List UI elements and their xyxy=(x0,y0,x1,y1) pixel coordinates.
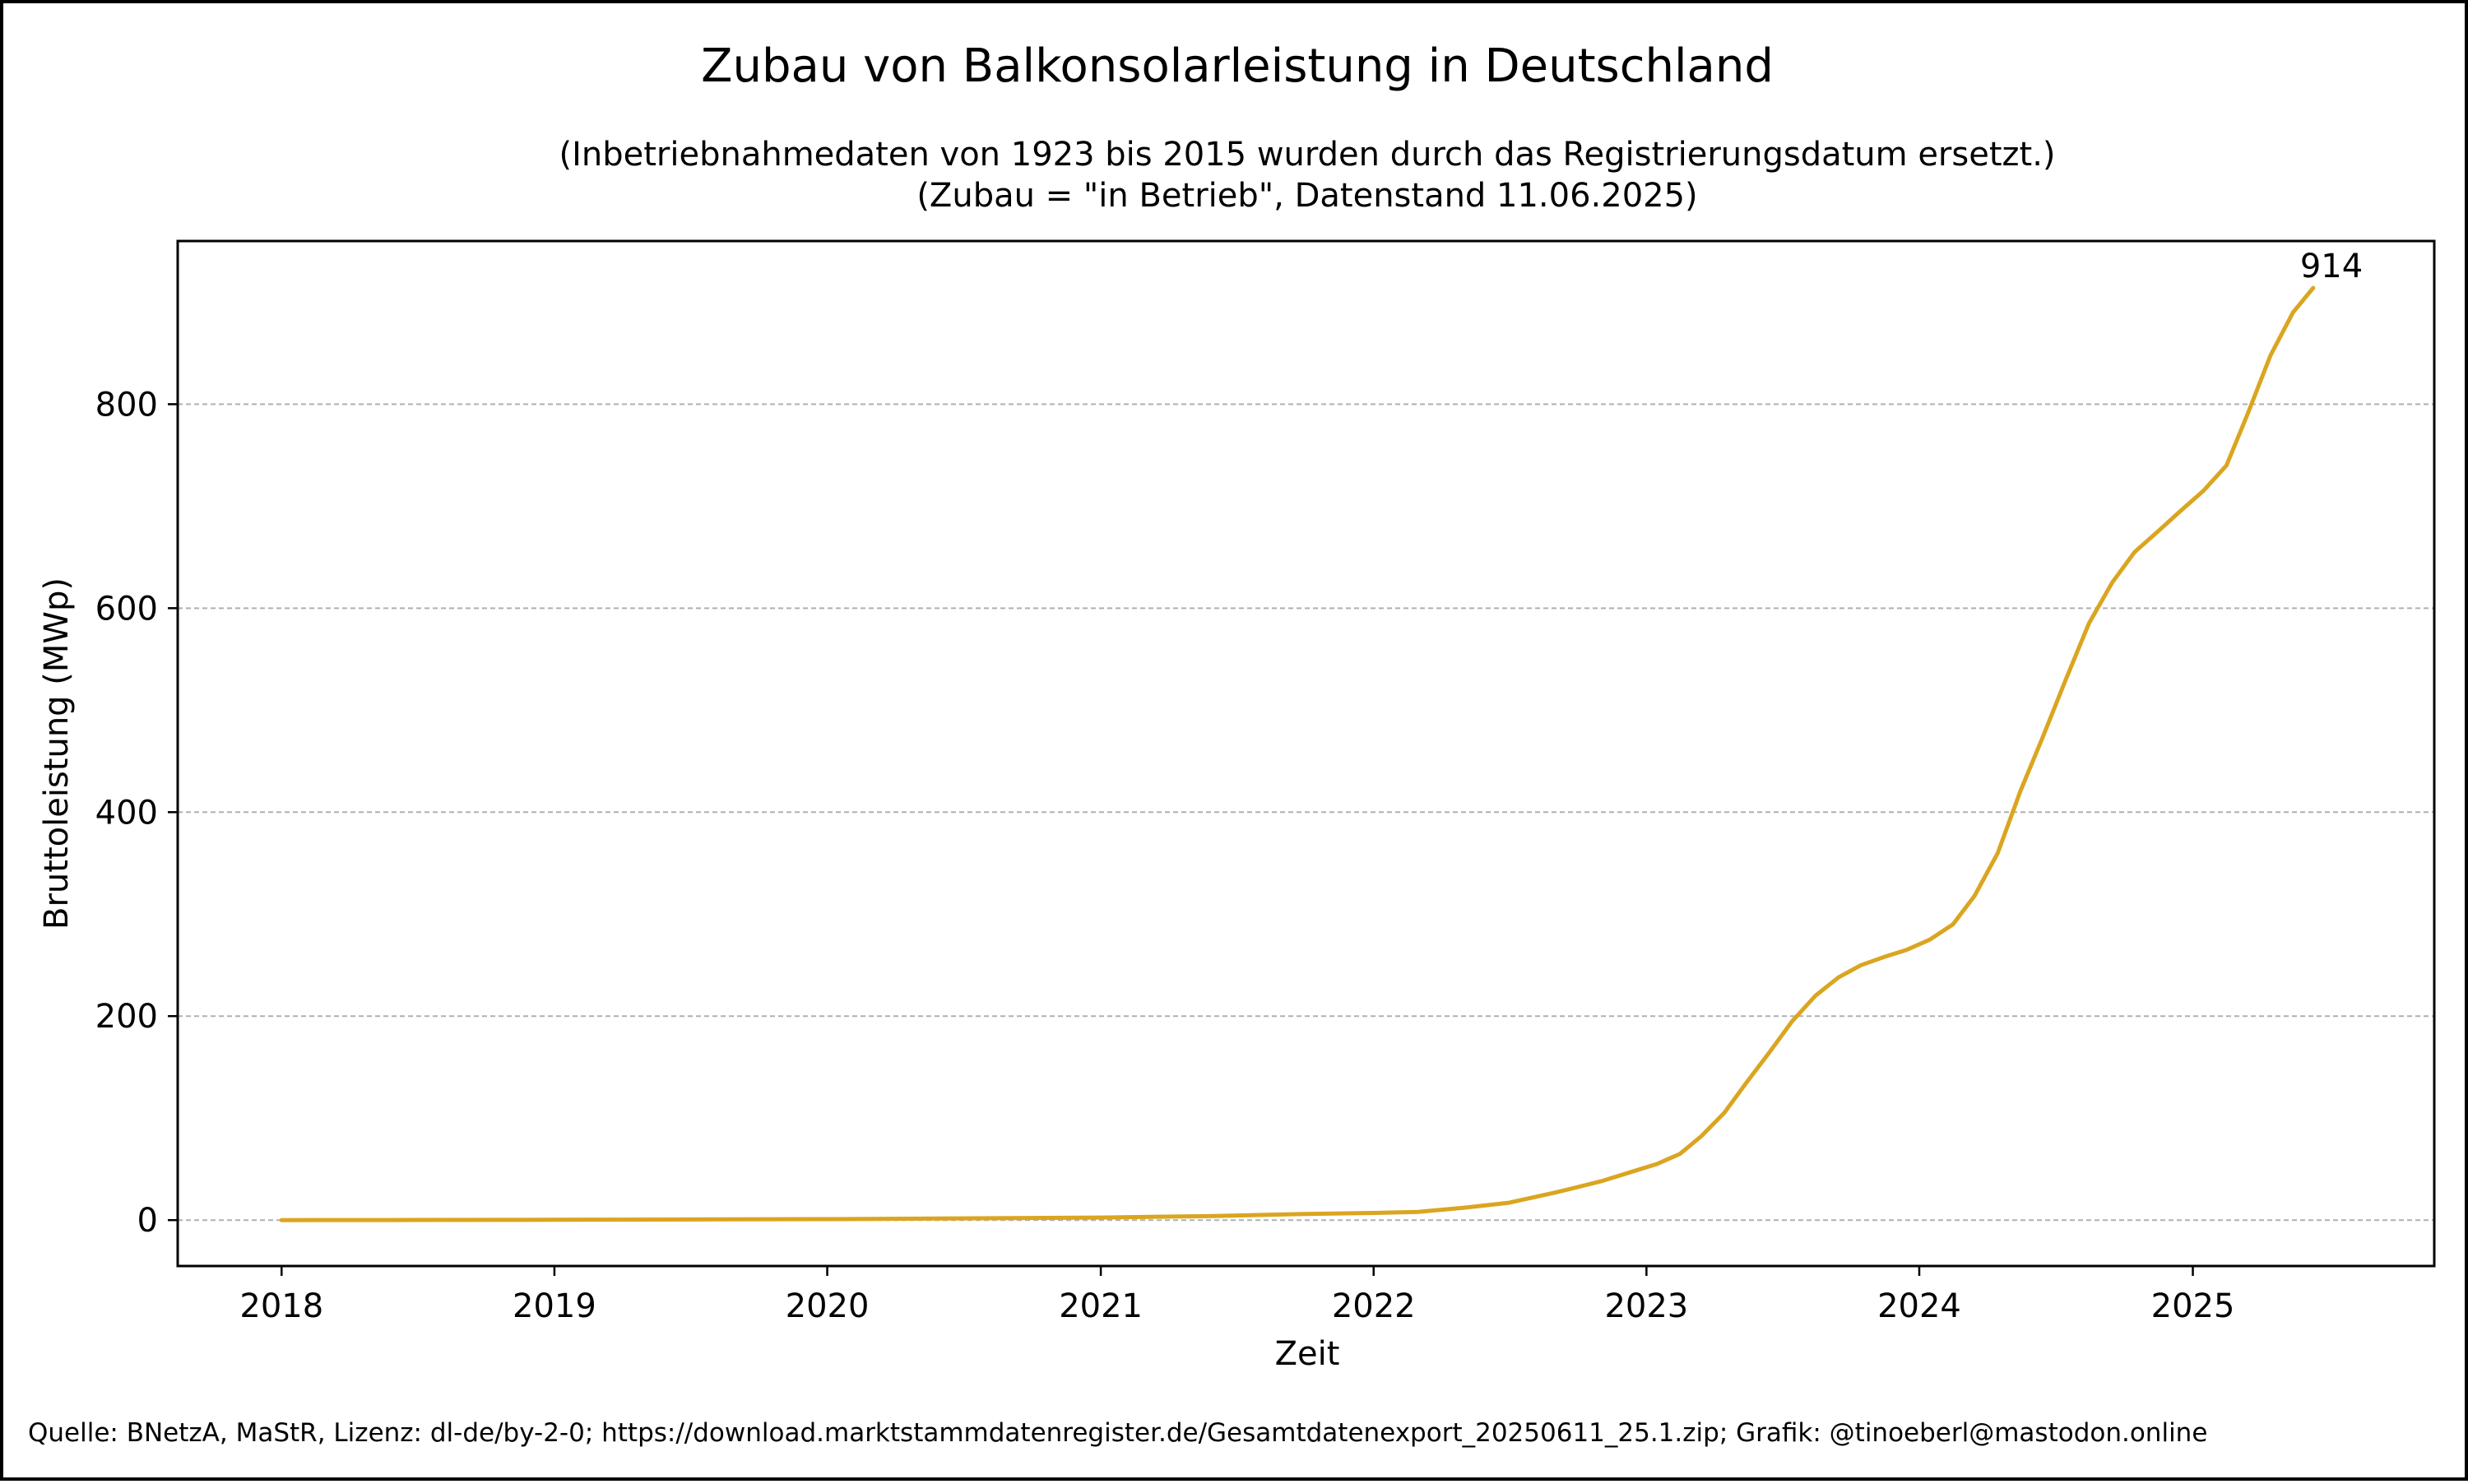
end-value-label: 914 xyxy=(2300,248,2363,285)
x-tick-label-2022: 2022 xyxy=(1332,1287,1416,1325)
series-layer xyxy=(279,285,2316,1222)
chart-title: Zubau von Balkonsolarleistung in Deutsch… xyxy=(701,39,1774,93)
chart-svg: Zubau von Balkonsolarleistung in Deutsch… xyxy=(28,39,2436,1448)
chart-subtitle-line-1: (Inbetriebnahmedaten von 1923 bis 2015 w… xyxy=(559,136,2055,174)
chart-subtitle-line-2: (Zubau = "in Betrieb", Datenstand 11.06.… xyxy=(916,177,1697,215)
x-tick-label-2020: 2020 xyxy=(786,1287,870,1325)
x-tick-label-2023: 2023 xyxy=(1604,1287,1688,1325)
gridlines xyxy=(178,403,2434,1222)
x-tick-label-2018: 2018 xyxy=(239,1287,323,1325)
y-axis-label: Bruttoleistung (MWp) xyxy=(38,577,76,930)
source-footer: Quelle: BNetzA, MaStR, Lizenz: dl-de/by-… xyxy=(28,1418,2207,1448)
y-tick-label-600: 600 xyxy=(95,590,158,628)
plot-frame xyxy=(176,239,2436,1268)
axes: 0 200 400 600 800 2018 2019 2020 2021 2022 2023 202… xyxy=(95,239,2436,1325)
x-axis-label: Zeit xyxy=(1275,1335,1340,1373)
y-tick-label-0: 0 xyxy=(137,1202,158,1240)
x-tick-label-2019: 2019 xyxy=(513,1287,596,1325)
x-tick-label-2025: 2025 xyxy=(2151,1287,2235,1325)
x-tick-label-2021: 2021 xyxy=(1059,1287,1143,1325)
y-tick-label-400: 400 xyxy=(95,794,158,832)
x-tick-label-2024: 2024 xyxy=(1877,1287,1961,1325)
y-tick-label-800: 800 xyxy=(95,386,158,424)
series-line-0 xyxy=(279,285,2316,1222)
y-tick-label-200: 200 xyxy=(95,998,158,1036)
